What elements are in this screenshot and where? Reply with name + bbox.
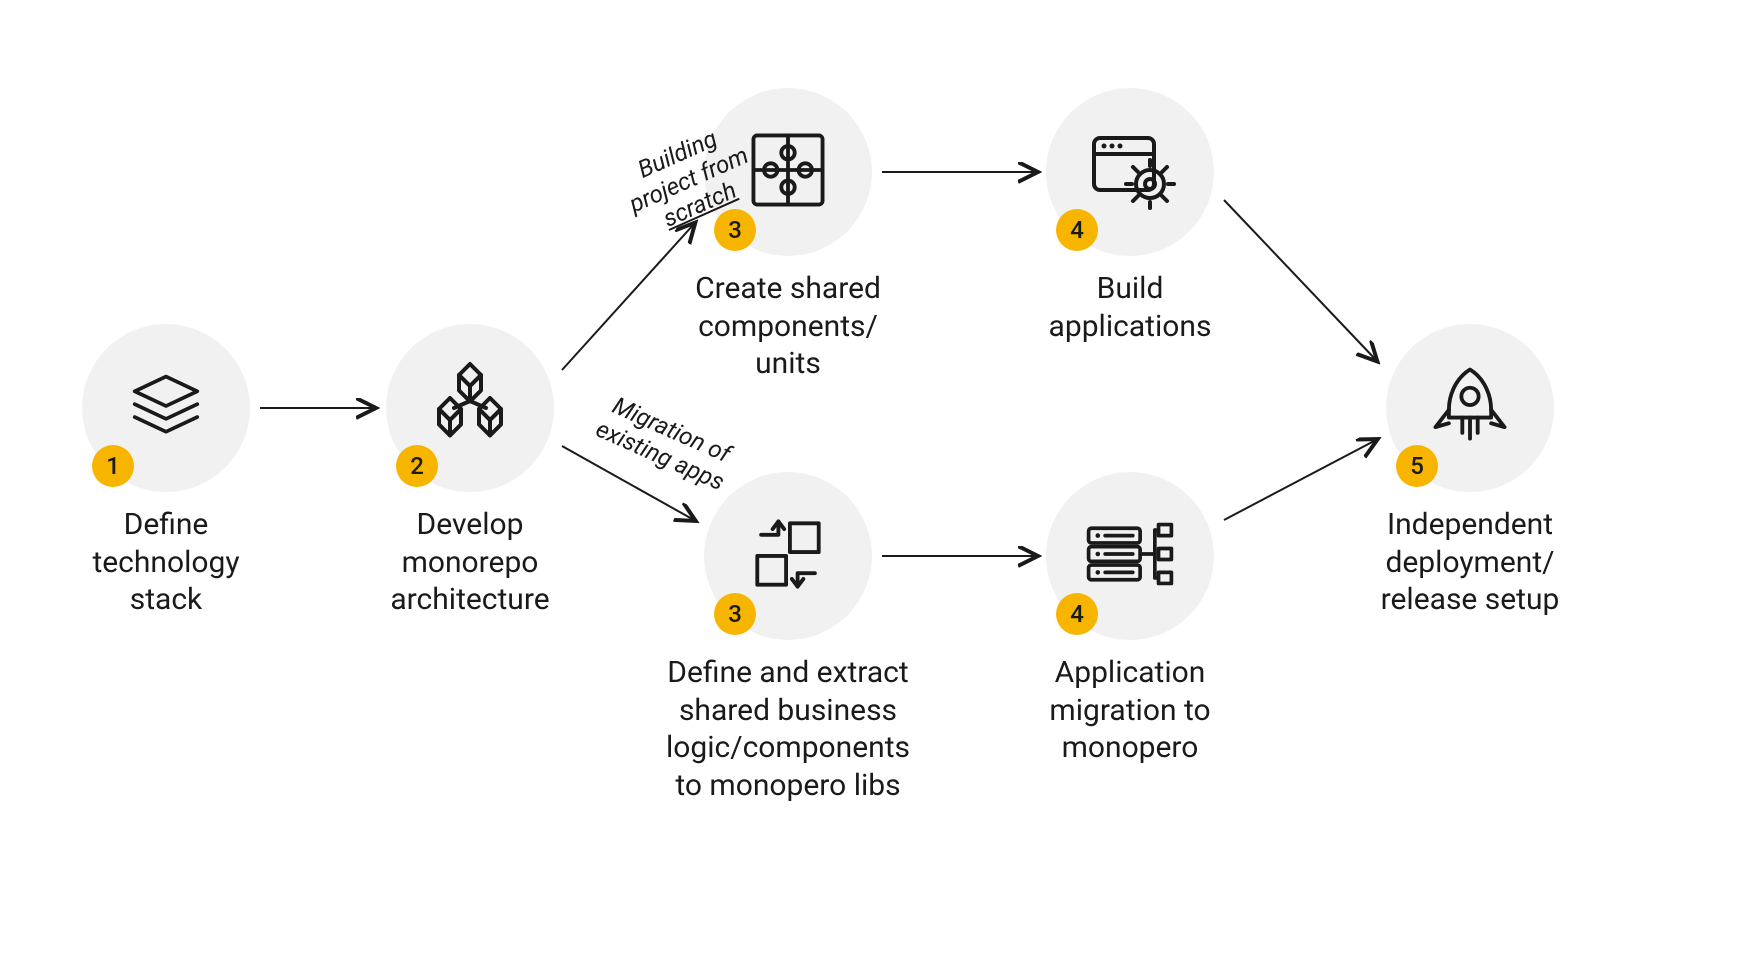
flow-node-n1: 1 Definetechnologystack bbox=[36, 324, 296, 619]
step-badge: 3 bbox=[714, 593, 756, 635]
step-badge-number: 3 bbox=[728, 600, 742, 628]
flow-node-label: Applicationmigration tomonopero bbox=[1000, 654, 1260, 767]
flow-arrow-4 bbox=[870, 544, 1048, 568]
extract-icon bbox=[740, 506, 836, 606]
flow-node-label: Definetechnologystack bbox=[36, 506, 296, 619]
flow-arrow-3 bbox=[870, 160, 1048, 184]
cubes-icon bbox=[420, 356, 520, 460]
step-badge: 3 bbox=[714, 209, 756, 251]
flow-arrow-2 bbox=[550, 434, 706, 532]
step-badge-number: 4 bbox=[1070, 600, 1084, 628]
flow-arrow-1 bbox=[550, 212, 706, 382]
step-badge-number: 2 bbox=[410, 452, 424, 480]
flow-node-circle: 3 bbox=[704, 472, 872, 640]
step-badge-number: 3 bbox=[728, 216, 742, 244]
appgear-icon bbox=[1080, 120, 1180, 224]
flowchart-stage: 1Definetechnologystack 2Developmonorepoa… bbox=[0, 0, 1764, 962]
step-badge-number: 4 bbox=[1070, 216, 1084, 244]
layers-icon bbox=[120, 360, 212, 456]
step-badge: 2 bbox=[396, 445, 438, 487]
flow-node-circle: 4 bbox=[1046, 472, 1214, 640]
flow-node-circle: 2 bbox=[386, 324, 554, 492]
rocket-icon bbox=[1422, 358, 1518, 458]
step-badge-number: 1 bbox=[106, 452, 120, 480]
flow-node-label: Define and extractshared businesslogic/c… bbox=[658, 654, 918, 804]
flow-node-circle: 1 bbox=[82, 324, 250, 492]
step-badge: 4 bbox=[1056, 593, 1098, 635]
step-badge: 4 bbox=[1056, 209, 1098, 251]
flow-arrow-5 bbox=[1212, 188, 1388, 372]
flow-arrow-6 bbox=[1212, 428, 1388, 532]
flow-arrow-0 bbox=[248, 396, 386, 420]
step-badge: 5 bbox=[1396, 445, 1438, 487]
step-badge-number: 5 bbox=[1410, 452, 1424, 480]
servers-icon bbox=[1078, 508, 1182, 604]
step-badge: 1 bbox=[92, 445, 134, 487]
flow-node-circle: 5 bbox=[1386, 324, 1554, 492]
flow-node-circle: 4 bbox=[1046, 88, 1214, 256]
